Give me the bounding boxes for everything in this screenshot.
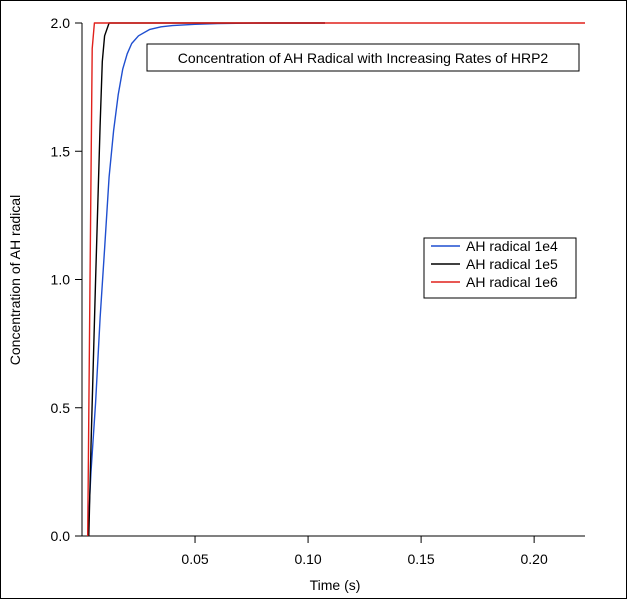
legend-label-1: AH radical 1e4: [466, 238, 558, 254]
series-layer: [87, 22, 585, 537]
chart-title: Concentration of AH Radical with Increas…: [178, 50, 549, 66]
y-tick-label: 1.5: [51, 143, 71, 159]
y-tick-label: 2.0: [51, 15, 71, 31]
legend-label-2: AH radical 1e5: [466, 256, 558, 272]
y-axis-label: Concentration of AH radical: [7, 195, 23, 365]
x-axis-label: Time (s): [310, 577, 361, 593]
x-tick-label: 0.10: [294, 551, 321, 567]
chart-title-box: Concentration of AH Radical with Increas…: [146, 43, 580, 72]
series-line-1: [87, 22, 325, 537]
legend-label-3: AH radical 1e6: [466, 274, 558, 290]
x-tick-label: 0.20: [521, 551, 548, 567]
y-tick-group: 0.0 0.5 1.0 1.5 2.0: [51, 15, 82, 544]
y-tick-label: 0.5: [51, 400, 71, 416]
y-tick-label: 0.0: [51, 528, 71, 544]
legend-items: AH radical 1e4 AH radical 1e5 AH radical 1…: [431, 238, 558, 290]
x-tick-group: 0.05 0.10 0.15 0.20: [181, 536, 548, 567]
legend-border: [423, 237, 577, 299]
y-tick-label: 1.0: [51, 272, 71, 288]
x-tick-label: 0.15: [407, 551, 434, 567]
legend: AH radical 1e4 AH radical 1e5 AH radical 1…: [423, 237, 577, 299]
series-line-3: [87, 22, 585, 537]
x-tick-label: 0.05: [181, 551, 208, 567]
title-border: [146, 43, 580, 72]
